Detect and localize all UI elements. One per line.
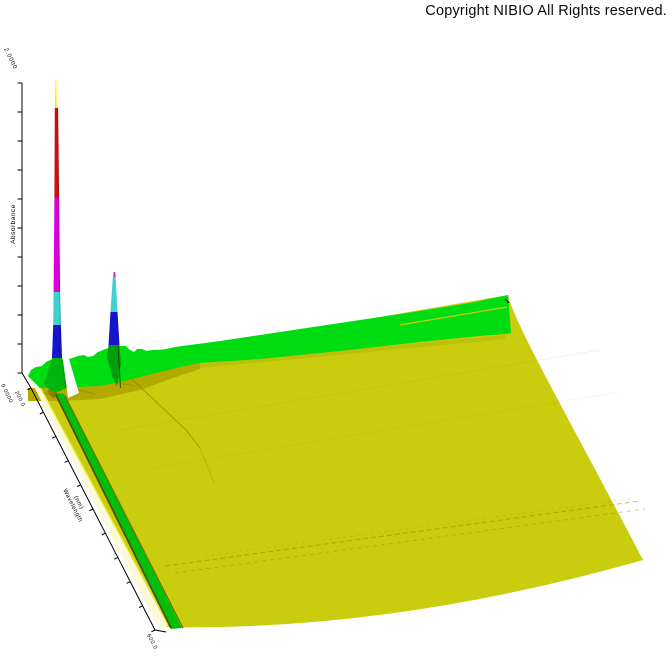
- far-band-corner-notch: [504, 298, 510, 304]
- peak-1: [44, 79, 67, 392]
- peak1-green-flare: [44, 358, 66, 392]
- z-axis-top-tick-label: 2.0000: [2, 47, 18, 70]
- far-baseline-band: [28, 295, 511, 388]
- peak1-right-edges: [57, 107, 62, 359]
- peak-2: [107, 272, 121, 389]
- peak2-ridge-crease-faint: [199, 447, 215, 483]
- peak1-magenta-band: [53, 198, 60, 292]
- peak2-blue-band: [108, 312, 120, 345]
- wavelength-first-tick-label: 200.0: [13, 390, 26, 408]
- z-axis-origin-tick-label: 0.0000: [0, 383, 14, 404]
- peak2-base-crease: [117, 345, 121, 389]
- copyright-text: Copyright NIBIO All Rights reserved.: [425, 3, 667, 19]
- peak2-cyan-band: [110, 277, 118, 312]
- shade-under-far-band: [200, 335, 505, 368]
- surface-left-edge: [29, 377, 168, 629]
- surface-texture-lines: [119, 349, 646, 574]
- surface-floor: [30, 295, 643, 628]
- z-axis-ticks: [17, 82, 22, 374]
- surface-left-edge-highlight: [35, 379, 169, 625]
- wavelength-last-tick-label: 600.0: [145, 633, 158, 651]
- peak1-cyan-band: [53, 292, 61, 325]
- ridge-stripe-right-shadow: [64, 395, 184, 629]
- peak2-magenta-tip: [113, 272, 116, 277]
- ridge-stripe-left-shadow: [54, 392, 172, 629]
- far-band-inner-yellow-line: [399, 306, 508, 326]
- axes: [17, 82, 167, 633]
- z-axis-title: Absorbance: [10, 204, 17, 244]
- peak1-tip-highlight: [55, 80, 58, 108]
- peak1-blue-band: [52, 325, 62, 358]
- wavelength-axis-unit: (nm): [72, 495, 84, 511]
- ridge-stripe: [56, 393, 182, 629]
- wavelength-axis-ticks: [27, 387, 156, 633]
- peak1-slit: [63, 359, 79, 398]
- peak2-green-base: [107, 345, 121, 386]
- peak2-ridge-crease: [117, 365, 201, 449]
- peak1-flare-shadow: [60, 357, 67, 389]
- z-axis-line: [21, 83, 32, 389]
